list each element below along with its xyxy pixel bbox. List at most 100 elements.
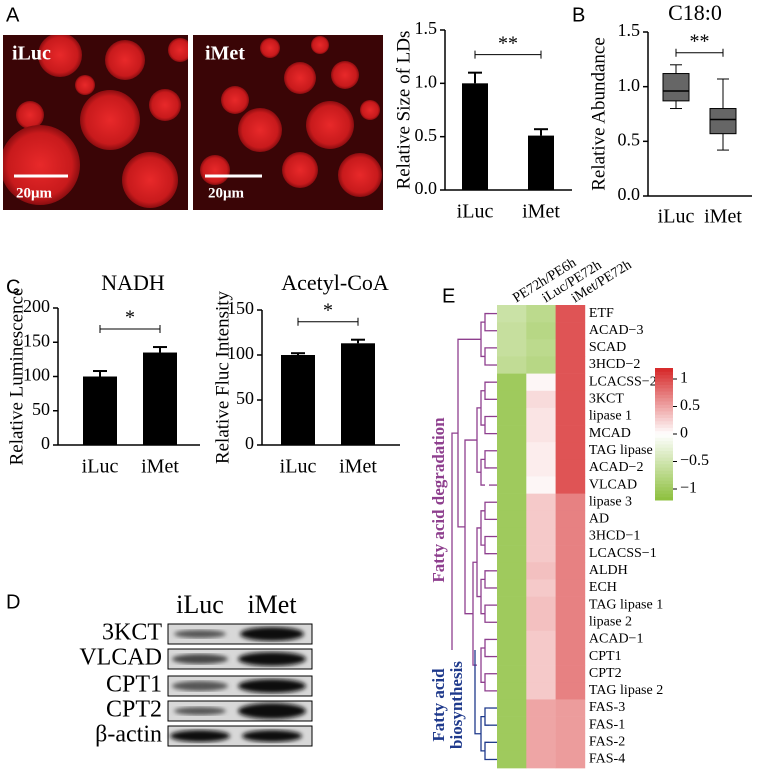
- heatmap-cell: [526, 630, 556, 649]
- heatmap-cell: [555, 613, 586, 632]
- colorbar-label: 0.5: [680, 397, 700, 414]
- colorbar-label: 0: [680, 425, 688, 442]
- y-axis-label: Relative Fluc Intensity: [212, 290, 233, 464]
- x-tick-label: iLuc: [82, 456, 119, 478]
- colorbar-step: [655, 473, 673, 478]
- heatmap-cell: [526, 716, 556, 735]
- dendrogram: [484, 312, 489, 332]
- row-label: TAG lipase 3: [589, 443, 663, 458]
- bar: [143, 352, 177, 445]
- heatmap-cell: [555, 425, 586, 443]
- lane-label: iMet: [247, 590, 297, 619]
- colorbar-step: [655, 434, 673, 438]
- colorbar-step: [655, 453, 673, 458]
- y-tick-label: 150: [227, 298, 254, 318]
- heatmap-cell: [555, 407, 586, 426]
- colorbar-label: −1: [680, 480, 697, 497]
- heatmap-cell: [526, 648, 556, 666]
- y-axis-label: Relative Abundance: [588, 37, 609, 191]
- heatmap-cell: [555, 562, 586, 580]
- heatmap-cell: [526, 596, 556, 614]
- lane-label: iLuc: [176, 590, 224, 619]
- heatmap-cell: [526, 750, 556, 769]
- colorbar-step: [655, 387, 673, 392]
- heatmap-cell: [555, 699, 586, 717]
- significance: *: [323, 299, 333, 321]
- heatmap-cell: [526, 699, 556, 717]
- heatmap-cell: [497, 665, 527, 683]
- row-label: CPT1: [589, 649, 622, 664]
- y-tick-label: 0.0: [618, 184, 641, 204]
- significance: *: [125, 307, 135, 329]
- heatmap-cell: [497, 630, 527, 649]
- heatmap-cell: [526, 322, 556, 340]
- colorbar-step: [655, 410, 673, 415]
- blot: [167, 623, 313, 747]
- dendrogram: [484, 450, 489, 469]
- heatmap-cell: [497, 733, 527, 752]
- colorbar-step: [655, 496, 673, 501]
- dendrogram: [484, 673, 489, 692]
- row-label: ETF: [589, 306, 614, 321]
- y-tick-label: 50: [236, 388, 254, 408]
- heatmap-cell: [497, 613, 527, 632]
- panel-label: E: [442, 285, 455, 307]
- box: [709, 108, 737, 135]
- heatmap-cell: [526, 476, 556, 494]
- heatmap-cell: [497, 716, 527, 735]
- heatmap-cell: [526, 356, 556, 374]
- x-tick-label: iLuc: [457, 201, 494, 223]
- colorbar-step: [655, 490, 673, 494]
- heatmap-cell: [555, 579, 586, 597]
- y-tick-label: 0.5: [618, 129, 641, 149]
- row-label: ECH: [589, 580, 617, 595]
- heatmap-cell: [555, 716, 586, 735]
- heatmap-cell: [497, 442, 527, 460]
- row-label: lipase 1: [589, 409, 632, 424]
- colorbar-step: [655, 391, 673, 395]
- colorbar-step: [655, 404, 673, 409]
- bar: [281, 355, 315, 445]
- colorbar-step: [655, 417, 673, 422]
- heatmap-cell: [497, 425, 527, 443]
- protein-label: CPT1: [106, 672, 162, 698]
- heatmap-cell: [526, 579, 556, 597]
- heatmap-cell: [555, 442, 586, 460]
- panel-label: B: [572, 4, 585, 26]
- heatmap-cell: [526, 733, 556, 752]
- panel-label: A: [6, 4, 20, 26]
- row-label: ACAD−1: [589, 632, 644, 647]
- significance: **: [498, 32, 518, 54]
- heatmap-cell: [555, 339, 586, 357]
- heatmap-cell: [526, 442, 556, 460]
- heatmap-cell: [526, 305, 556, 323]
- box: [662, 73, 690, 102]
- x-tick-label: iMet: [704, 206, 742, 228]
- panel-label: C: [6, 276, 20, 298]
- colorbar-step: [655, 430, 673, 435]
- bar: [528, 135, 554, 190]
- heatmap-cell: [555, 510, 586, 529]
- heatmap-cell: [497, 390, 527, 409]
- colorbar-step: [655, 440, 673, 445]
- dendrogram: [484, 707, 489, 726]
- colorbar-label: 1: [680, 370, 688, 387]
- row-label: VLCAD: [589, 477, 637, 492]
- colorbar-step: [655, 427, 673, 432]
- heatmap-cell: [555, 733, 586, 752]
- heatmap-cell: [555, 527, 586, 546]
- heatmap-cell: [555, 545, 586, 563]
- x-tick-label: iMet: [339, 456, 377, 478]
- row-label: LCACSS−2: [589, 374, 657, 389]
- heatmap-cell: [526, 665, 556, 683]
- group-label: biosynthesis: [447, 661, 466, 749]
- scale-label: 20μm: [208, 185, 245, 201]
- colorbar-step: [655, 463, 673, 468]
- bar: [341, 343, 375, 445]
- row-label: 3HCD−1: [589, 529, 640, 544]
- colorbar-step: [655, 407, 673, 412]
- colorbar-step: [655, 374, 673, 379]
- heatmap-cell: [555, 390, 586, 409]
- heatmap-cell: [497, 750, 527, 769]
- heatmap-cell: [497, 322, 527, 340]
